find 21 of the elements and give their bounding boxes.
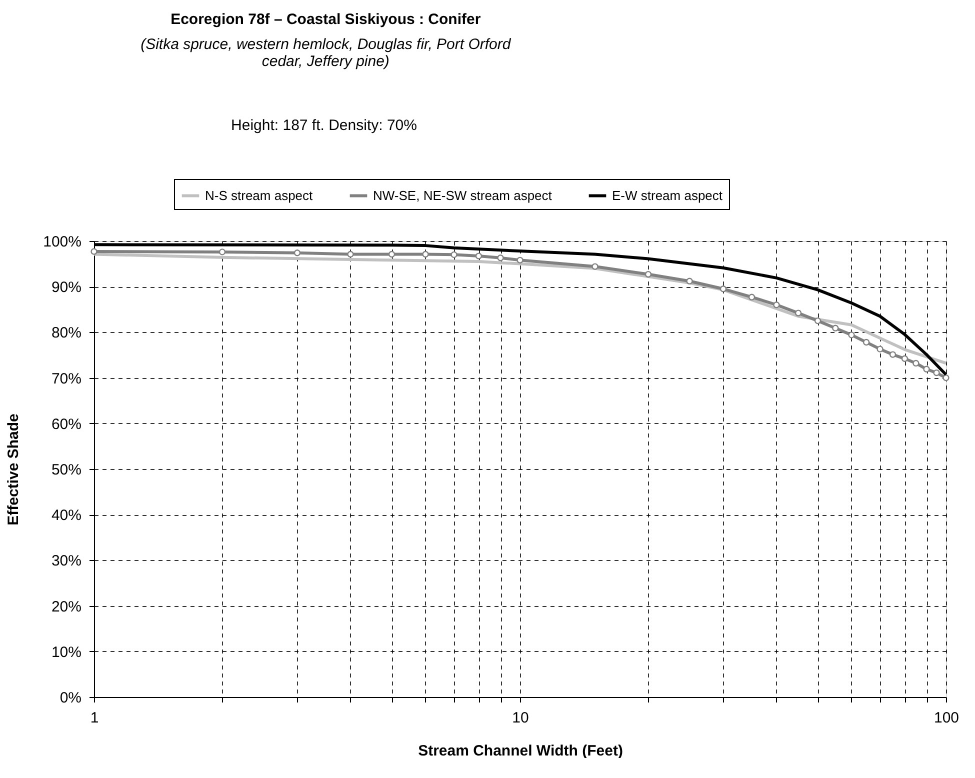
y-axis-title: Effective Shade <box>5 414 22 526</box>
y-tick-label: 30% <box>51 552 82 570</box>
text: Height: 187 ft. Density: 70% <box>231 117 417 134</box>
y-tick-label: 40% <box>51 507 82 524</box>
x-tick-label: 100 <box>934 710 960 726</box>
y-tick-label: 10% <box>51 644 82 661</box>
y-tick-label: 70% <box>51 370 82 388</box>
y-tick-label: 0% <box>60 690 82 706</box>
y-tick-label: 90% <box>51 279 82 296</box>
legend-label: E-W stream aspect <box>612 188 723 203</box>
y-tick-label: 100% <box>43 234 82 250</box>
chart-title: Ecoregion 78f – Coastal Siskiyous : Conifer <box>170 11 481 28</box>
chart-subtitle: (Sitka spruce, western hemlock, Douglas fir, Port Orford cedar, Jeffery pine) <box>140 36 512 70</box>
y-tick-label: 60% <box>51 416 82 433</box>
x-tick-label: 1 <box>90 710 99 726</box>
y-tick-label: 50% <box>51 462 82 478</box>
legend-label: NW-SE, NE-SW stream aspect <box>373 188 552 203</box>
x-tick-label: 10 <box>512 710 529 726</box>
legend-label: N-S stream aspect <box>205 188 314 203</box>
y-tick-label: 80% <box>51 324 82 342</box>
y-tick-label: 20% <box>51 598 82 616</box>
